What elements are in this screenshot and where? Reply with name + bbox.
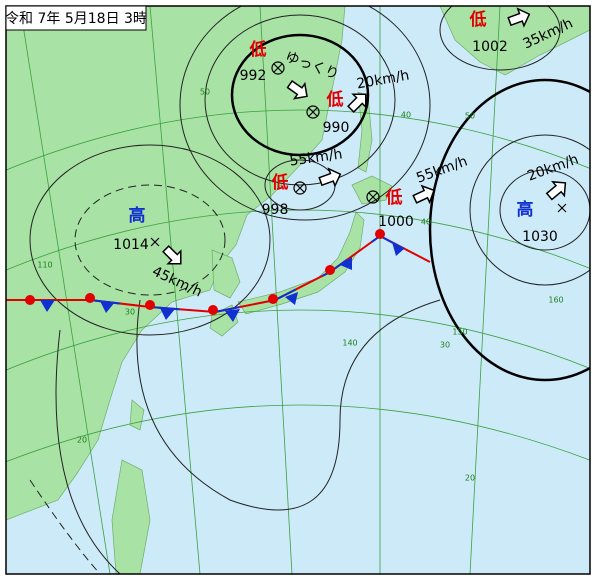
grid-label: 150 <box>452 328 467 337</box>
motion-arrows <box>162 7 567 265</box>
system-symbol: 高 <box>517 199 534 220</box>
pressure: 990 <box>323 120 350 136</box>
title: 令和 7年 5月18日 3時 <box>5 11 147 27</box>
grid-label: 40 <box>401 111 411 120</box>
pressure: 998 <box>262 202 289 218</box>
system-symbol: 低 <box>326 89 344 110</box>
grid-label: 30 <box>440 341 450 350</box>
system-symbol: 低 <box>385 187 403 208</box>
grid-label: 20 <box>465 474 475 483</box>
grid-label: 40 <box>421 218 431 227</box>
graticule <box>6 6 590 574</box>
grid-label: 50 <box>465 112 475 121</box>
grid-label: 140 <box>342 339 357 348</box>
centers <box>150 61 567 247</box>
pressure: 1030 <box>522 229 558 245</box>
pressure: 1014 <box>113 237 149 253</box>
grid-label: 30 <box>125 308 135 317</box>
grid-label: 160 <box>548 296 563 305</box>
grid-label: 110 <box>37 261 52 270</box>
title-box <box>5 5 147 31</box>
pressure: 1002 <box>472 39 508 55</box>
system-symbol: 低 <box>469 9 487 30</box>
motion: 55km/h <box>289 146 344 169</box>
system-symbol: 高 <box>129 205 146 226</box>
grid-label: 50 <box>200 88 210 97</box>
front <box>6 229 431 322</box>
pressure: 1000 <box>378 214 414 230</box>
system-symbol: 低 <box>249 39 267 60</box>
grid-label: 20 <box>77 436 87 445</box>
system-symbol: 低 <box>271 172 289 193</box>
frame <box>5 5 591 575</box>
pressure: 992 <box>240 68 267 84</box>
